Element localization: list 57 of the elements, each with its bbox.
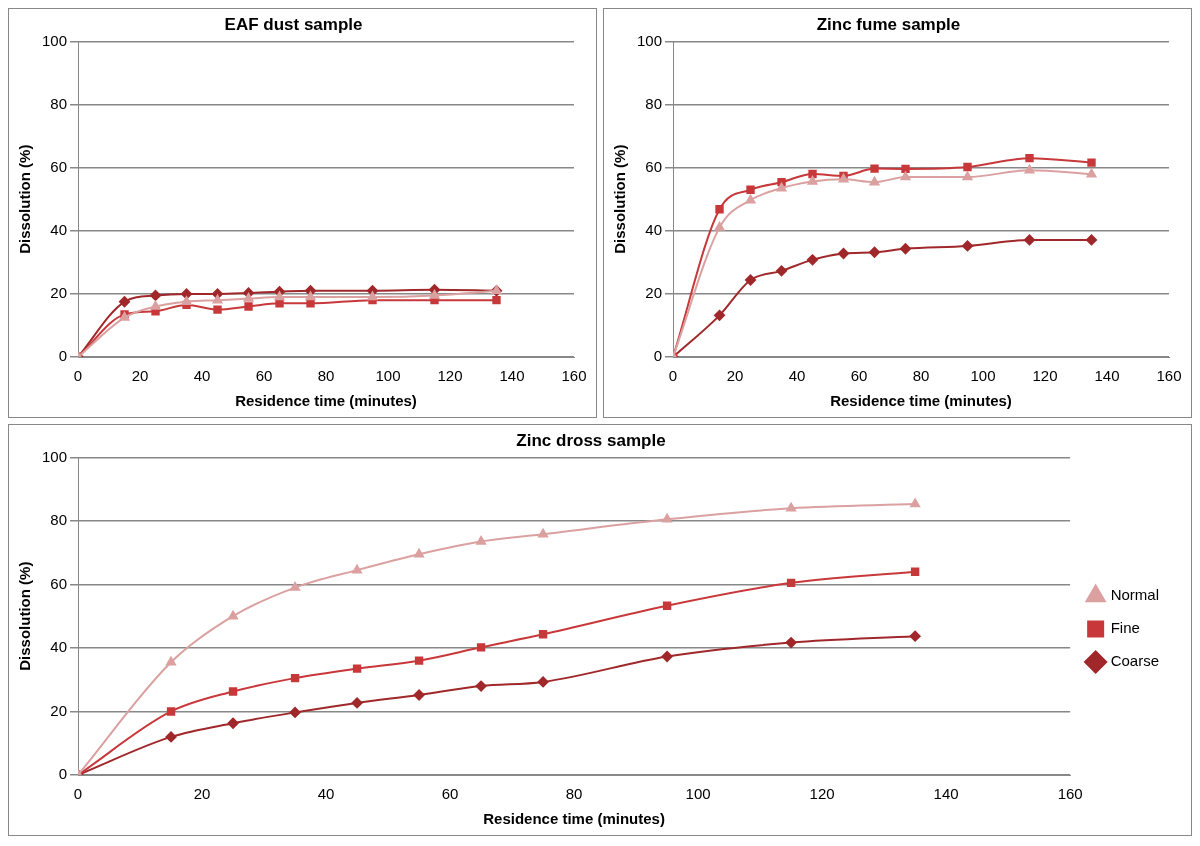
y-tick-label: 60 xyxy=(50,157,68,175)
y-tick-label: 0 xyxy=(58,347,68,365)
x-tick-label: 120 xyxy=(437,367,463,385)
x-axis-title: Residence time (minutes) xyxy=(235,392,417,410)
x-tick-label: 160 xyxy=(561,367,587,385)
legend-label: Fine xyxy=(1110,619,1140,637)
y-tick-label: 40 xyxy=(50,220,68,238)
x-tick-label: 20 xyxy=(193,785,211,803)
x-tick-label: 60 xyxy=(441,785,459,803)
x-tick-label: 160 xyxy=(1156,367,1182,385)
y-tick-label: 80 xyxy=(645,94,663,112)
y-axis-title: Dissolution (%) xyxy=(16,561,34,671)
y-tick-label: 0 xyxy=(653,347,663,365)
x-tick-label: 140 xyxy=(499,367,525,385)
x-tick-label: 80 xyxy=(565,785,583,803)
x-tick-label: 100 xyxy=(685,785,711,803)
y-axis-title: Dissolution (%) xyxy=(611,144,629,254)
x-tick-label: 100 xyxy=(970,367,996,385)
y-tick-label: 60 xyxy=(50,574,68,592)
x-tick-label: 60 xyxy=(850,367,868,385)
x-tick-label: 80 xyxy=(317,367,335,385)
x-tick-label: 40 xyxy=(193,367,211,385)
y-tick-label: 40 xyxy=(50,638,68,656)
y-axis-title: Dissolution (%) xyxy=(16,144,34,254)
x-tick-label: 20 xyxy=(131,367,149,385)
y-tick-label: 100 xyxy=(637,31,663,49)
legend-label: Normal xyxy=(1110,586,1159,604)
x-axis-title: Residence time (minutes) xyxy=(830,392,1012,410)
x-tick-label: 160 xyxy=(1057,785,1083,803)
x-tick-label: 80 xyxy=(912,367,930,385)
chart-title: Zinc dross sample xyxy=(516,430,666,450)
y-tick-label: 20 xyxy=(645,284,663,302)
x-tick-label: 0 xyxy=(73,367,83,385)
x-tick-label: 120 xyxy=(809,785,835,803)
x-tick-label: 100 xyxy=(375,367,401,385)
x-tick-label: 60 xyxy=(255,367,273,385)
x-tick-label: 40 xyxy=(317,785,335,803)
x-axis-title: Residence time (minutes) xyxy=(483,810,665,828)
x-tick-label: 40 xyxy=(788,367,806,385)
chart-title: Zinc fume sample xyxy=(816,14,961,34)
legend-label: Coarse xyxy=(1110,652,1159,670)
y-tick-label: 100 xyxy=(42,31,68,49)
chart-title: EAF dust sample xyxy=(224,14,363,34)
y-tick-label: 80 xyxy=(50,94,68,112)
y-tick-label: 80 xyxy=(50,511,68,529)
y-tick-label: 20 xyxy=(50,701,68,719)
x-tick-label: 120 xyxy=(1032,367,1058,385)
x-tick-label: 20 xyxy=(726,367,744,385)
x-tick-label: 140 xyxy=(933,785,959,803)
x-tick-label: 0 xyxy=(668,367,678,385)
y-tick-label: 20 xyxy=(50,284,68,302)
y-tick-label: 40 xyxy=(645,220,663,238)
x-tick-label: 140 xyxy=(1094,367,1120,385)
y-tick-label: 0 xyxy=(58,765,68,783)
y-tick-label: 100 xyxy=(42,447,68,465)
y-tick-label: 60 xyxy=(645,157,663,175)
x-tick-label: 0 xyxy=(73,785,83,803)
